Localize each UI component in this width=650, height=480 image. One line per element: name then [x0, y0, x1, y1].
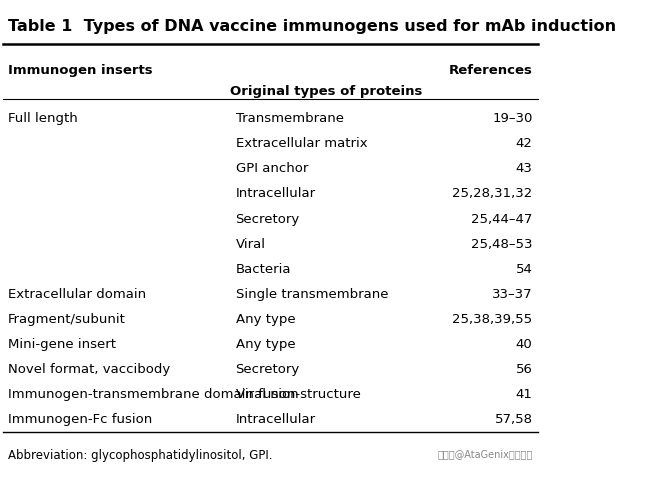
Text: Original types of proteins: Original types of proteins: [230, 84, 422, 97]
Text: Extracellular matrix: Extracellular matrix: [235, 137, 367, 150]
Text: 19–30: 19–30: [492, 112, 532, 125]
Text: Immunogen-transmembrane domain fusion: Immunogen-transmembrane domain fusion: [8, 387, 299, 400]
Text: Single transmembrane: Single transmembrane: [235, 287, 388, 300]
Text: 25,38,39,55: 25,38,39,55: [452, 312, 532, 325]
Text: Table 1  Types of DNA vaccine immunogens used for mAb induction: Table 1 Types of DNA vaccine immunogens …: [8, 19, 616, 35]
Text: Bacteria: Bacteria: [235, 262, 291, 275]
Text: Any type: Any type: [235, 312, 295, 325]
Text: References: References: [448, 63, 532, 76]
Text: Viral: Viral: [235, 237, 265, 250]
Text: Secretory: Secretory: [235, 362, 300, 375]
Text: Secretory: Secretory: [235, 212, 300, 225]
Text: 56: 56: [515, 362, 532, 375]
Text: Any type: Any type: [235, 337, 295, 350]
Text: 25,28,31,32: 25,28,31,32: [452, 187, 532, 200]
Text: Viral non-structure: Viral non-structure: [235, 387, 360, 400]
Text: Immunogen inserts: Immunogen inserts: [8, 63, 153, 76]
Text: 54: 54: [515, 262, 532, 275]
Text: 33–37: 33–37: [492, 287, 532, 300]
Text: 57,58: 57,58: [495, 412, 532, 425]
Text: 42: 42: [515, 137, 532, 150]
Text: 搜狐号@AtaGenix安诺生物: 搜狐号@AtaGenix安诺生物: [437, 448, 532, 458]
Text: Transmembrane: Transmembrane: [235, 112, 343, 125]
Text: Abbreviation: glycophosphatidylinositol, GPI.: Abbreviation: glycophosphatidylinositol,…: [8, 448, 272, 461]
Text: 25,44–47: 25,44–47: [471, 212, 532, 225]
Text: 25,48–53: 25,48–53: [471, 237, 532, 250]
Text: Fragment/subunit: Fragment/subunit: [8, 312, 126, 325]
Text: Mini-gene insert: Mini-gene insert: [8, 337, 116, 350]
Text: Novel format, vaccibody: Novel format, vaccibody: [8, 362, 170, 375]
Text: 40: 40: [515, 337, 532, 350]
Text: 41: 41: [515, 387, 532, 400]
Text: Full length: Full length: [8, 112, 78, 125]
Text: Intracellular: Intracellular: [235, 187, 316, 200]
Text: GPI anchor: GPI anchor: [235, 162, 308, 175]
Text: Intracellular: Intracellular: [235, 412, 316, 425]
Text: 43: 43: [515, 162, 532, 175]
Text: Immunogen-Fc fusion: Immunogen-Fc fusion: [8, 412, 152, 425]
Text: Extracellular domain: Extracellular domain: [8, 287, 146, 300]
